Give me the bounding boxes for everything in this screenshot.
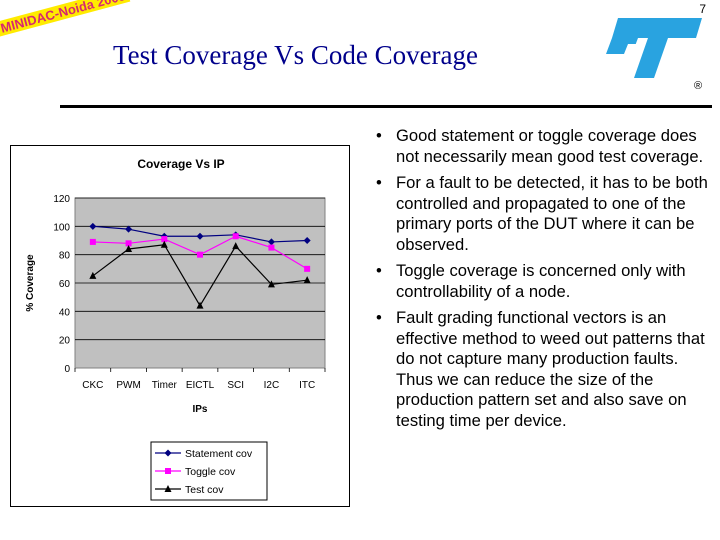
x-tick-label: I2C <box>264 380 280 391</box>
y-tick-label: 100 <box>53 222 70 233</box>
event-stamp: MINIDAC-Noida 2005 <box>0 0 130 37</box>
data-point <box>303 237 311 244</box>
data-point <box>125 245 133 252</box>
legend-label: Test cov <box>185 484 224 496</box>
slide-title: Test Coverage Vs Code Coverage <box>113 40 479 70</box>
y-tick-label: 60 <box>59 279 71 290</box>
data-point <box>304 265 311 272</box>
data-point <box>232 242 240 250</box>
title-divider <box>60 105 712 108</box>
data-point <box>160 240 168 248</box>
x-tick-label: SCI <box>227 380 244 391</box>
data-point <box>161 236 168 243</box>
data-point <box>89 238 96 245</box>
data-point <box>197 251 203 258</box>
data-point <box>196 232 204 240</box>
bullet-item: For a fault to be detected, it has to be… <box>372 173 712 255</box>
page-number: 7 <box>699 2 706 16</box>
registered-mark: ® <box>694 80 702 92</box>
bullet-list: Good statement or toggle coverage does n… <box>372 126 712 437</box>
x-tick-label: Timer <box>152 380 178 391</box>
data-point <box>89 222 97 230</box>
coverage-chart: Coverage Vs IP 0 20 40 60 80 100 120 CKC PWM Timer… <box>10 145 350 507</box>
legend-marker <box>164 485 172 492</box>
st-logo-mark <box>606 18 702 78</box>
y-axis-label: % Coverage <box>25 254 36 312</box>
x-tick-label: ITC <box>299 380 315 391</box>
data-point <box>196 301 204 309</box>
chart-title: Coverage Vs IP <box>137 157 224 171</box>
bullet-item: Toggle coverage is concerned only with c… <box>372 261 712 302</box>
data-point <box>267 280 275 288</box>
data-point <box>232 233 239 240</box>
data-point <box>125 225 133 233</box>
company-logo: ® <box>606 18 702 92</box>
y-tick-label: 20 <box>59 336 71 347</box>
data-point <box>268 244 275 251</box>
bullet-item: Fault grading functional vectors is an e… <box>372 308 712 431</box>
x-tick-label: PWM <box>116 380 140 391</box>
y-tick-label: 0 <box>64 364 70 375</box>
x-axis-label: IPs <box>192 404 207 415</box>
bullet-item: Good statement or toggle coverage does n… <box>372 126 712 167</box>
y-tick-label: 40 <box>59 307 71 318</box>
x-tick-label: EICTL <box>186 380 215 391</box>
y-tick-label: 120 <box>53 194 70 205</box>
data-point <box>267 238 275 246</box>
data-point <box>303 276 311 284</box>
legend-label: Toggle cov <box>185 466 236 478</box>
legend-marker <box>164 449 172 457</box>
data-point <box>89 271 97 279</box>
x-tick-label: CKC <box>82 380 103 391</box>
y-tick-label: 80 <box>59 251 71 262</box>
legend-marker <box>165 468 171 474</box>
legend-label: Statement cov <box>185 448 253 460</box>
chart-canvas: Coverage Vs IP 0 20 40 60 80 100 120 CKC PWM Timer… <box>25 157 326 501</box>
data-point <box>125 240 132 247</box>
